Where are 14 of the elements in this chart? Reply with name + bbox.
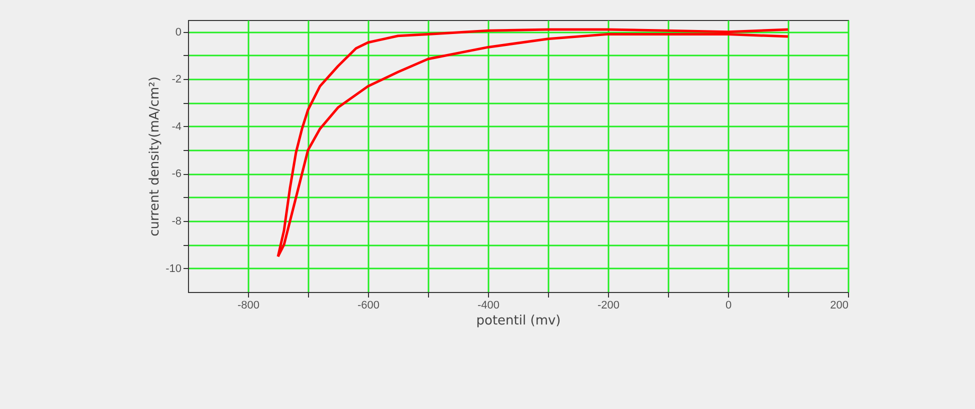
y-axis-title: current density(mA/cm²) [148,76,163,236]
y-tick-label: -6 [172,168,182,180]
y-tick-label: -10 [166,262,182,275]
x-tick-label: -600 [357,300,380,312]
y-tick-label: -4 [172,120,182,133]
x-tick-label: -400 [477,300,500,312]
y-tick-label: -8 [172,216,182,228]
x-tick-label: -800 [237,300,260,312]
x-tick-label: -200 [597,300,620,312]
x-tick-label: 0 [725,300,732,312]
y-tick-label: -2 [172,74,182,86]
x-tick-label: 200 [830,300,848,312]
x-axis-title: potentil (mv) [476,314,561,328]
y-tick-label: 0 [175,26,182,38]
